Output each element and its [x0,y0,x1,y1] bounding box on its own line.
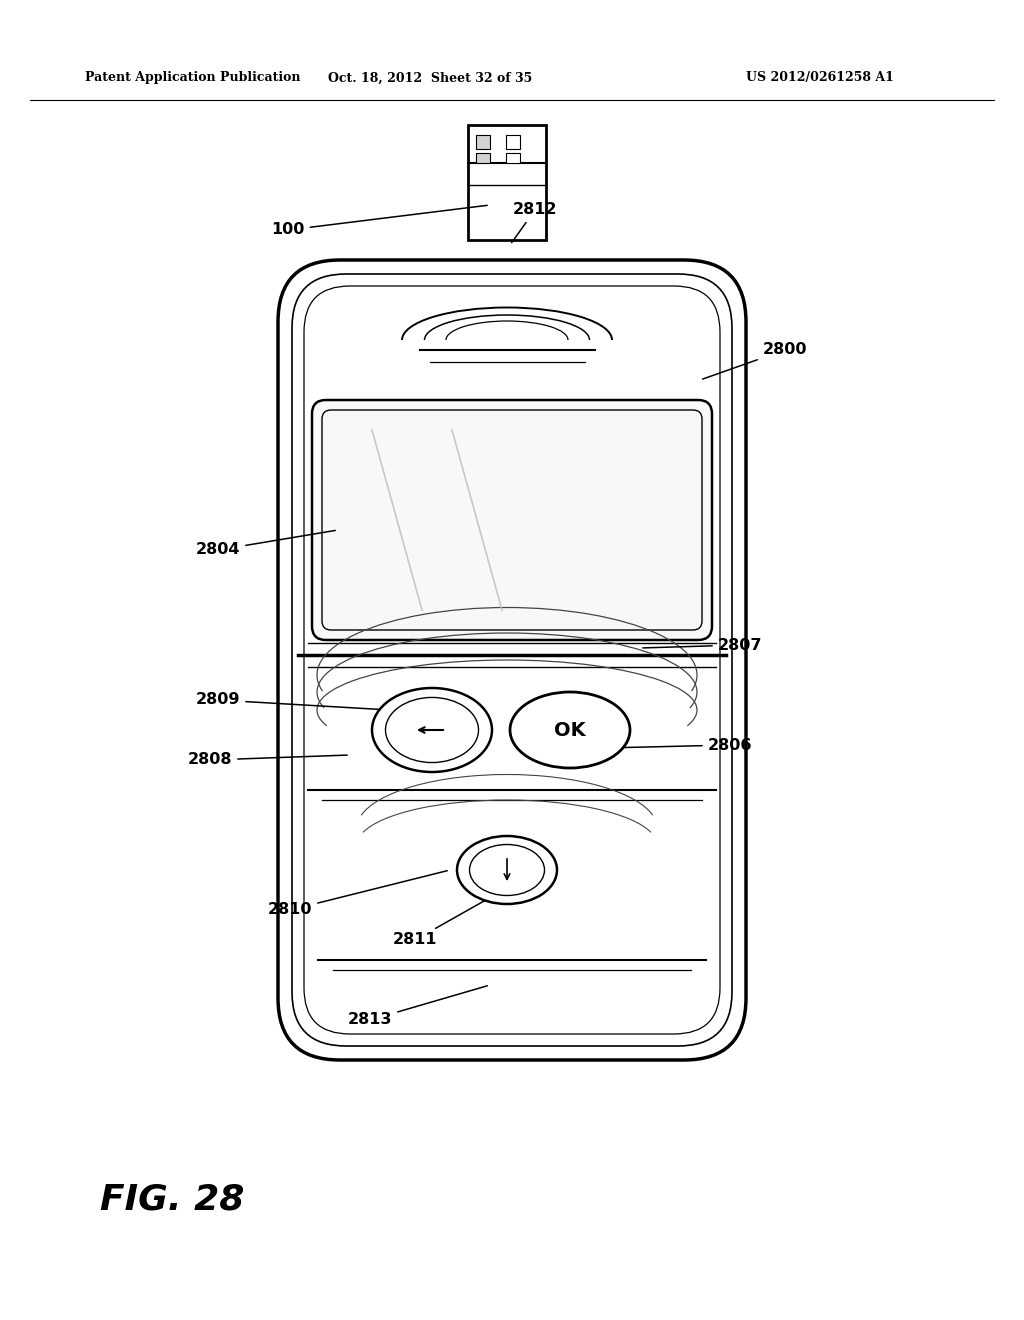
Text: OK: OK [554,721,586,739]
FancyBboxPatch shape [278,260,746,1060]
Text: 2808: 2808 [187,752,347,767]
Text: 100: 100 [271,206,487,238]
Text: 2812: 2812 [512,202,557,243]
Polygon shape [468,125,546,240]
Text: 2800: 2800 [702,342,807,379]
Text: 2804: 2804 [196,531,335,557]
Text: 2811: 2811 [393,890,505,948]
Bar [506,135,520,149]
Ellipse shape [372,688,492,772]
Bar [506,153,520,162]
Text: 2807: 2807 [643,638,762,652]
Bar [476,153,490,162]
Text: Patent Application Publication: Patent Application Publication [85,71,300,84]
Text: 2809: 2809 [196,693,387,710]
Text: Oct. 18, 2012  Sheet 32 of 35: Oct. 18, 2012 Sheet 32 of 35 [328,71,532,84]
Bar [476,135,490,149]
Text: US 2012/0261258 A1: US 2012/0261258 A1 [746,71,894,84]
Ellipse shape [457,836,557,904]
Text: 2806: 2806 [608,738,753,752]
Ellipse shape [510,692,630,768]
Text: 2810: 2810 [267,871,447,917]
FancyBboxPatch shape [312,400,712,640]
Text: FIG. 28: FIG. 28 [100,1183,245,1217]
Text: 2813: 2813 [348,986,487,1027]
